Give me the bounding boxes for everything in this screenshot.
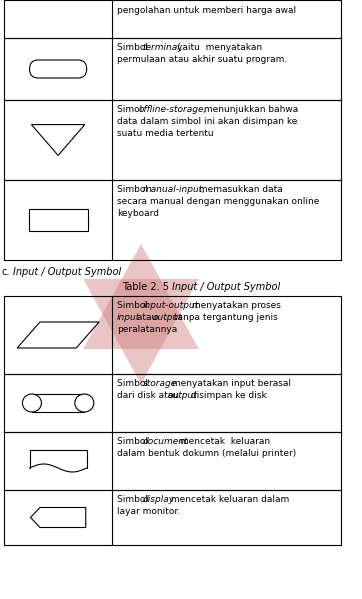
Text: permulaan atau akhir suatu program.: permulaan atau akhir suatu program. xyxy=(117,55,287,64)
Text: disimpan ke disk: disimpan ke disk xyxy=(188,391,266,400)
Bar xyxy=(30,450,87,468)
Text: display: display xyxy=(143,495,175,504)
Text: menyatakan input berasal: menyatakan input berasal xyxy=(169,379,291,388)
Text: Simbol: Simbol xyxy=(117,43,151,52)
Text: tanpa tergantung jenis: tanpa tergantung jenis xyxy=(172,313,278,322)
Text: Simbol: Simbol xyxy=(117,185,151,194)
Polygon shape xyxy=(83,244,199,349)
Polygon shape xyxy=(83,279,199,384)
Text: terminal,: terminal, xyxy=(143,43,184,52)
Text: peralatannya: peralatannya xyxy=(117,325,177,334)
Text: Simbol: Simbol xyxy=(117,437,151,446)
Polygon shape xyxy=(83,279,199,384)
Polygon shape xyxy=(83,279,199,384)
Text: secara manual dengan menggunakan online: secara manual dengan menggunakan online xyxy=(117,197,320,206)
Text: output: output xyxy=(168,391,197,400)
Text: input-output: input-output xyxy=(143,301,199,310)
Text: input: input xyxy=(117,313,140,322)
FancyBboxPatch shape xyxy=(30,60,87,78)
Text: Simbol: Simbol xyxy=(117,301,151,310)
Polygon shape xyxy=(31,125,85,155)
Text: yaitu  menyatakan: yaitu menyatakan xyxy=(177,43,262,52)
Polygon shape xyxy=(30,507,86,528)
Text: menunjukkan bahwa: menunjukkan bahwa xyxy=(201,105,298,114)
Ellipse shape xyxy=(22,394,41,412)
Text: offline-storage,: offline-storage, xyxy=(138,105,206,114)
Text: Table 2. 5: Table 2. 5 xyxy=(122,282,172,292)
Text: dalam bentuk dokumn (melalui printer): dalam bentuk dokumn (melalui printer) xyxy=(117,449,296,458)
Text: keyboard: keyboard xyxy=(117,209,159,218)
Text: atau: atau xyxy=(134,313,160,322)
Text: menyatakan proses: menyatakan proses xyxy=(189,301,281,310)
Text: document: document xyxy=(143,437,188,446)
Text: memasukkan data: memasukkan data xyxy=(196,185,283,194)
Text: c.: c. xyxy=(2,267,10,277)
Text: Simbol: Simbol xyxy=(117,379,151,388)
Polygon shape xyxy=(17,322,99,348)
Text: layar monitor.: layar monitor. xyxy=(117,507,180,516)
Text: output: output xyxy=(152,313,182,322)
Text: mencetak keluaran dalam: mencetak keluaran dalam xyxy=(168,495,289,504)
Text: Input / Output Symbol: Input / Output Symbol xyxy=(13,267,122,277)
Polygon shape xyxy=(83,244,199,349)
Text: storage: storage xyxy=(143,379,177,388)
Text: mencetak  keluaran: mencetak keluaran xyxy=(177,437,270,446)
Bar xyxy=(29,209,88,231)
Bar xyxy=(32,394,84,412)
Text: Simbol: Simbol xyxy=(117,495,151,504)
Text: dari disk atau: dari disk atau xyxy=(117,391,182,400)
Text: data dalam simbol ini akan disimpan ke: data dalam simbol ini akan disimpan ke xyxy=(117,117,298,126)
Text: pengolahan untuk memberi harga awal: pengolahan untuk memberi harga awal xyxy=(117,6,296,15)
Text: suatu media tertentu: suatu media tertentu xyxy=(117,129,214,138)
Polygon shape xyxy=(83,244,199,349)
Text: manual-input,: manual-input, xyxy=(143,185,206,194)
Ellipse shape xyxy=(75,394,94,412)
Text: Input / Output Symbol: Input / Output Symbol xyxy=(172,282,281,292)
Text: Simol: Simol xyxy=(117,105,145,114)
